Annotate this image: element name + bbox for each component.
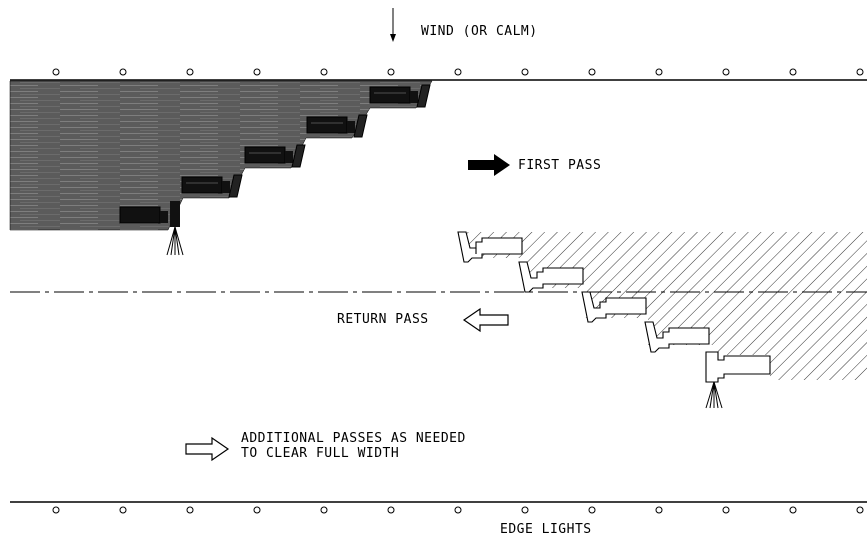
- edge-light: [722, 506, 730, 514]
- edge-light: [655, 68, 663, 76]
- hollow-right-arrow-icon: [185, 436, 230, 462]
- return-snowplow-4: [644, 321, 710, 353]
- return-snowplow-3: [581, 291, 647, 323]
- edge-light: [856, 506, 864, 514]
- edge-light: [186, 68, 194, 76]
- additional-passes-label-line2: TO CLEAR FULL WIDTH: [241, 446, 400, 461]
- cleared-area: [9, 80, 433, 231]
- return-snowplow-2: [518, 261, 584, 293]
- edge-light: [387, 506, 395, 514]
- edge-light: [856, 68, 864, 76]
- wind-label: WIND (OR CALM): [421, 24, 538, 39]
- hollow-left-arrow-icon: [462, 307, 509, 333]
- additional-passes-label-line1: ADDITIONAL PASSES AS NEEDED: [241, 431, 466, 446]
- snowplow-2: [306, 114, 368, 138]
- snowplow-vehicles-return-pass: [457, 231, 771, 409]
- edge-light: [588, 506, 596, 514]
- return-pass-label: RETURN PASS: [337, 312, 429, 327]
- edge-light: [454, 506, 462, 514]
- edge-lights-bottom: [52, 506, 864, 514]
- edge-lights-label: EDGE LIGHTS: [500, 522, 592, 537]
- edge-light: [320, 506, 328, 514]
- edge-light: [521, 506, 529, 514]
- edge-light: [588, 68, 596, 76]
- edge-light: [52, 68, 60, 76]
- return-snowplow-1: [457, 231, 523, 263]
- edge-light: [454, 68, 462, 76]
- solid-right-arrow-icon: [468, 154, 510, 176]
- snowplow-1: [369, 84, 431, 108]
- edge-light: [789, 68, 797, 76]
- edge-light: [521, 68, 529, 76]
- snowplow-5-lead: [119, 201, 184, 256]
- edge-light: [655, 506, 663, 514]
- edge-light: [387, 68, 395, 76]
- snowplow-4: [181, 174, 243, 198]
- edge-light: [119, 506, 127, 514]
- edge-light: [789, 506, 797, 514]
- edge-lights-top: [52, 68, 864, 76]
- edge-light: [253, 68, 261, 76]
- edge-light: [186, 506, 194, 514]
- edge-light: [320, 68, 328, 76]
- snowplow-3: [244, 144, 306, 168]
- edge-light: [722, 68, 730, 76]
- windrow-area: [462, 232, 867, 380]
- edge-light: [253, 506, 261, 514]
- return-snowplow-5-lead: [705, 351, 771, 409]
- snowplow-vehicles-first-pass: [119, 84, 431, 256]
- edge-light: [52, 506, 60, 514]
- first-pass-label: FIRST PASS: [518, 158, 602, 173]
- edge-light: [119, 68, 127, 76]
- down-arrow-icon: [390, 8, 396, 42]
